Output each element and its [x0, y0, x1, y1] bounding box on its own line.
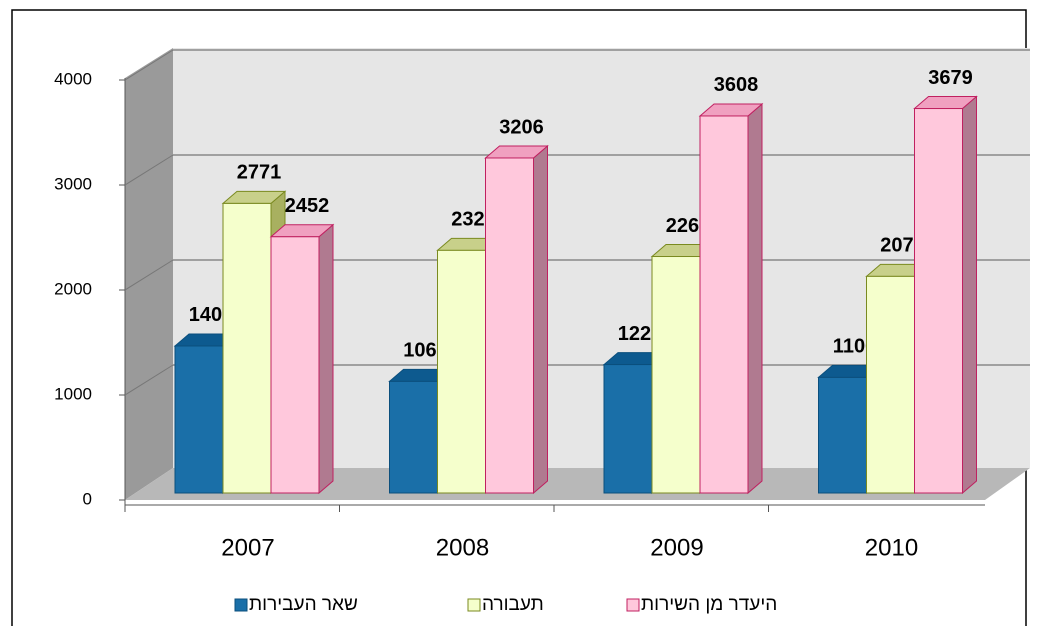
bar [270, 236, 320, 494]
bar-side [747, 102, 763, 495]
grid-line-side [124, 364, 174, 396]
floor [125, 468, 1030, 500]
y-tick-label: 4000 [54, 69, 92, 88]
side-wall [125, 48, 173, 500]
bar [699, 115, 749, 494]
legend-swatch [467, 598, 481, 612]
bar [651, 256, 701, 494]
x-tick-label: 2010 [865, 534, 918, 561]
y-tick-label: 2000 [54, 279, 92, 298]
value-label: 1106 [833, 336, 876, 358]
value-label: 1068 [403, 340, 448, 362]
bar [222, 202, 272, 494]
legend-swatch [234, 598, 248, 612]
y-tick-label: 3000 [54, 174, 92, 193]
y-tick-label: 1000 [54, 384, 92, 403]
bar [389, 380, 438, 494]
x-tick-label: 2009 [650, 534, 703, 561]
bar [437, 249, 486, 494]
value-label: 1229 [618, 323, 663, 345]
legend-label: תעבורה [482, 594, 544, 615]
bar-side [533, 144, 548, 495]
legend-swatch [626, 598, 640, 612]
bar [603, 364, 653, 494]
value-label: 3679 [928, 67, 973, 89]
value-label: 2452 [285, 195, 330, 217]
bar [485, 157, 534, 494]
x-tick-label: 2007 [221, 534, 274, 561]
value-label: 2771 [237, 162, 282, 184]
value-label: 3608 [714, 74, 759, 96]
grid-line-side [124, 154, 174, 186]
bar [174, 345, 224, 494]
bar-side [962, 95, 977, 495]
y-tick-label: 0 [83, 489, 92, 508]
legend-label: היעדר מן השירות [641, 594, 777, 615]
value-label: 3206 [499, 116, 544, 138]
legend-label: שאר העבירות [249, 594, 358, 615]
bar-side [318, 223, 334, 495]
bar [866, 275, 915, 494]
value-label: 2322 [451, 209, 496, 231]
value-label: 1407 [189, 304, 234, 326]
value-label: 2263 [666, 215, 711, 237]
grid-line-side [124, 49, 174, 81]
x-tick-label: 2008 [436, 534, 489, 561]
bar [818, 376, 867, 494]
bar [914, 108, 963, 494]
value-label: 2073 [880, 235, 925, 257]
grid-line-side [124, 259, 174, 291]
